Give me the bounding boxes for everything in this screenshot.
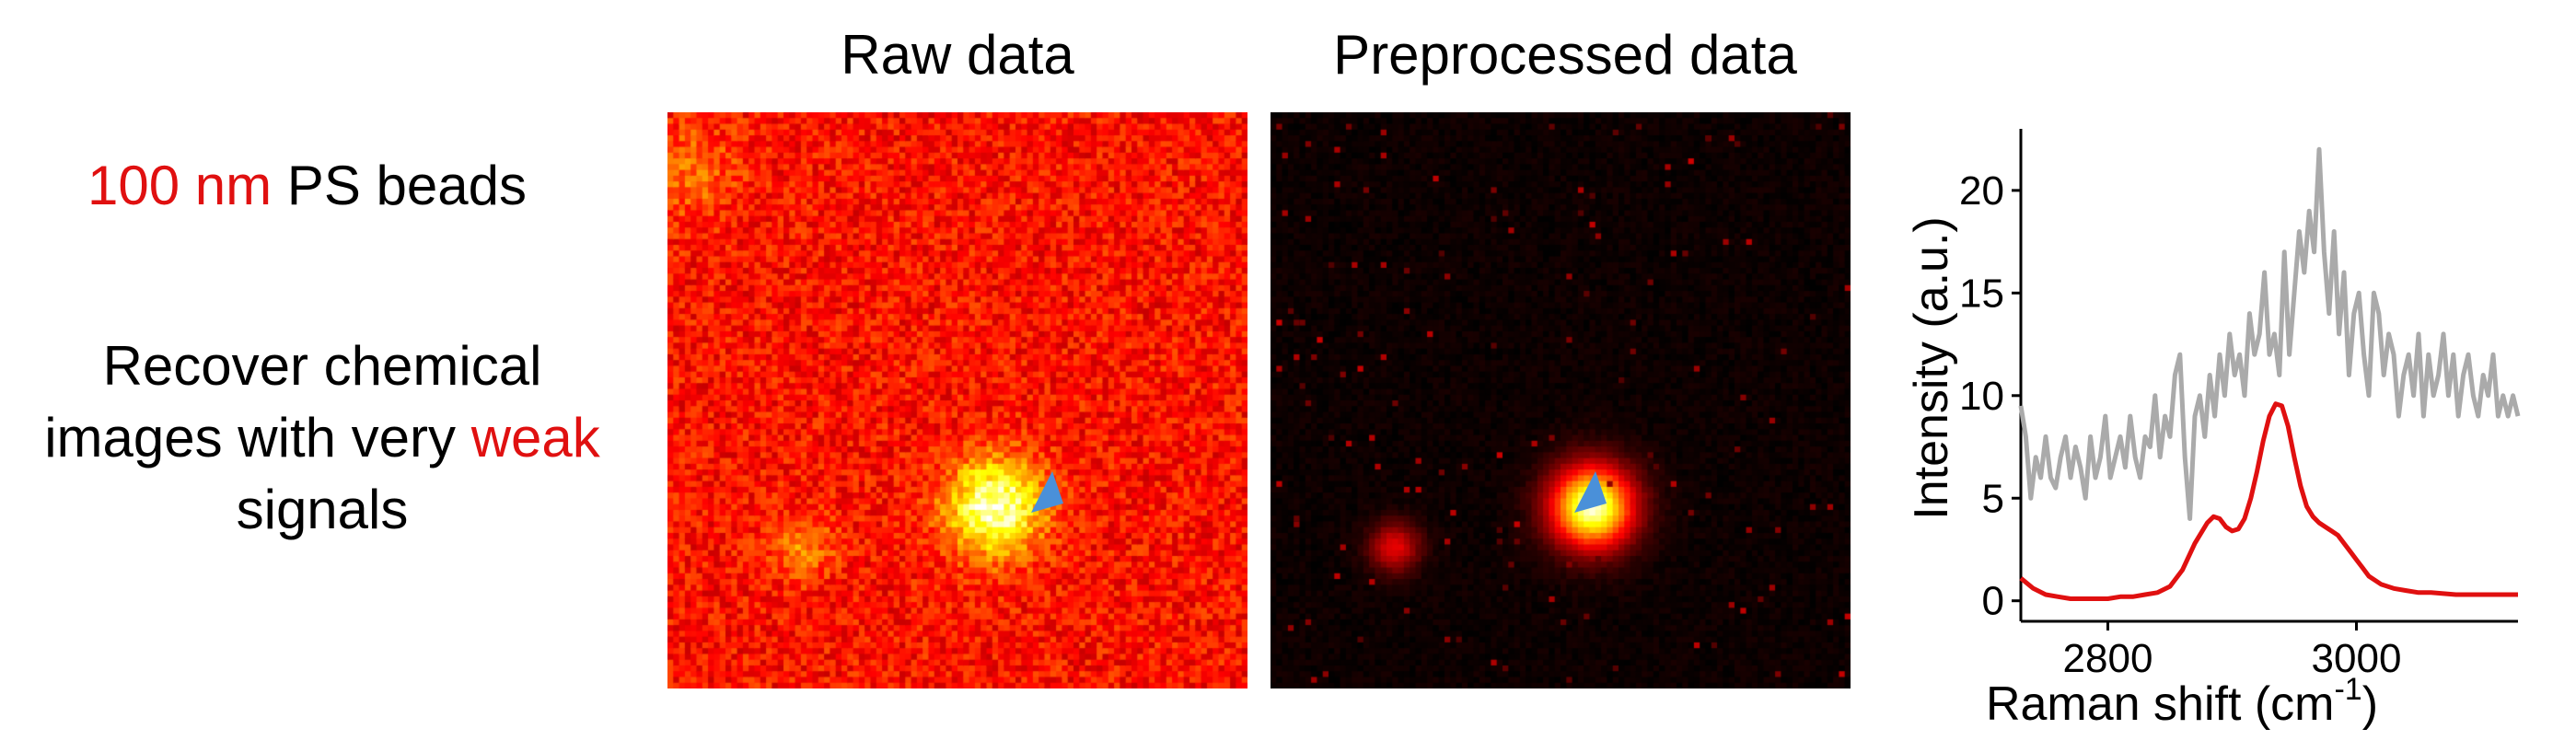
y-axis-label: Intensity (a.u.) xyxy=(1905,216,1958,519)
recover-caption: Recover chemical images with very weak s… xyxy=(18,339,626,538)
arrowhead-marker-icon xyxy=(1031,471,1063,513)
x-axis-label: Raman shift (cm-1) xyxy=(1986,672,2378,731)
preprocessed-data-title: Preprocessed data xyxy=(1333,24,1797,86)
bead-size-highlight: 100 nm xyxy=(87,155,273,216)
raw-data-heatmap xyxy=(667,112,1247,688)
y-tick-label: 15 xyxy=(1959,271,2004,316)
x-tick-label: 2800 xyxy=(2063,636,2153,681)
x-tick-label: 3000 xyxy=(2312,636,2402,681)
y-tick-label: 0 xyxy=(1982,579,2004,624)
x-axis-label-end: ) xyxy=(2362,677,2378,731)
preprocessed-data-image xyxy=(1271,112,1851,688)
raw-spectrum-line xyxy=(2018,146,2521,521)
recover-line-2-start: images with very xyxy=(44,407,471,469)
y-tick-label: 5 xyxy=(1982,476,2004,521)
bead-type-text: PS beads xyxy=(272,155,527,216)
chart-ticks: 0 5 10 15 20 2800 3000 xyxy=(1959,168,2401,681)
preprocessed-data-heatmap xyxy=(1271,112,1851,688)
arrowhead-marker-icon xyxy=(1574,471,1607,513)
y-tick-label: 20 xyxy=(1959,168,2004,214)
raw-data-image xyxy=(667,112,1247,688)
y-tick-label: 10 xyxy=(1959,374,2004,419)
bead-size-caption: 100 nm PS beads xyxy=(87,158,527,214)
raw-marker-layer xyxy=(1031,471,1063,513)
recover-line-3: signals xyxy=(236,479,409,540)
x-axis-label-sup: -1 xyxy=(2334,672,2361,707)
raw-data-title: Raw data xyxy=(841,24,1074,86)
recover-line-1: Recover chemical xyxy=(102,335,542,397)
x-axis-label-main: Raman shift (cm xyxy=(1986,677,2335,731)
chart-axes xyxy=(2019,129,2518,623)
weak-highlight: weak xyxy=(470,407,600,469)
chart-series xyxy=(2018,146,2521,601)
recover-line-2: images with very weak xyxy=(18,411,626,466)
proc-marker-layer xyxy=(1574,471,1607,513)
preprocessed-spectrum-line xyxy=(2019,401,2518,601)
